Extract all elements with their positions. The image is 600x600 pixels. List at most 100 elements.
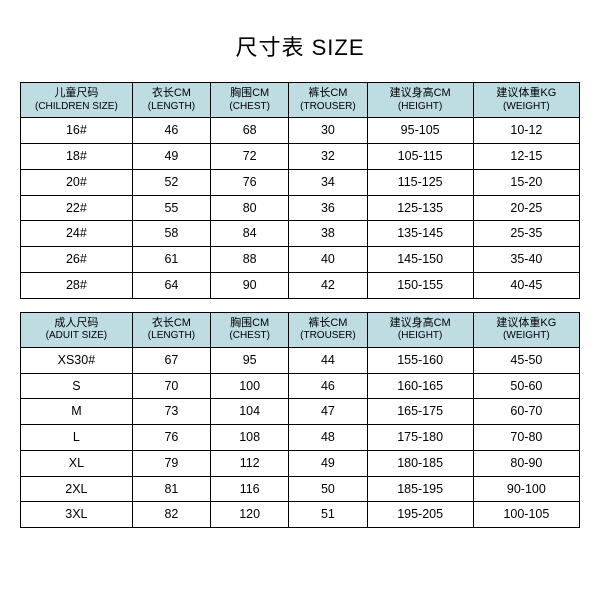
cell-height: 115-125 — [367, 169, 473, 195]
cell-chest: 104 — [211, 399, 289, 425]
cell-length: 73 — [132, 399, 210, 425]
cell-size: 18# — [21, 144, 133, 170]
col-header-size: 儿童尺码(CHILDREN SIZE) — [21, 83, 133, 118]
col-header-length: 衣长CM(LENGTH) — [132, 312, 210, 347]
cell-weight: 40-45 — [473, 272, 579, 298]
table-row: 20#527634115-12515-20 — [21, 169, 580, 195]
cell-trouser: 38 — [289, 221, 367, 247]
cell-chest: 100 — [211, 373, 289, 399]
cell-size: S — [21, 373, 133, 399]
cell-trouser: 49 — [289, 450, 367, 476]
cell-length: 55 — [132, 195, 210, 221]
cell-length: 76 — [132, 425, 210, 451]
cell-weight: 25-35 — [473, 221, 579, 247]
col-header-length: 衣长CM(LENGTH) — [132, 83, 210, 118]
cell-size: 3XL — [21, 502, 133, 528]
cell-chest: 116 — [211, 476, 289, 502]
cell-trouser: 48 — [289, 425, 367, 451]
cell-size: 20# — [21, 169, 133, 195]
cell-chest: 88 — [211, 247, 289, 273]
cell-weight: 90-100 — [473, 476, 579, 502]
table-row: 16#46683095-10510-12 — [21, 118, 580, 144]
cell-length: 58 — [132, 221, 210, 247]
cell-height: 155-160 — [367, 347, 473, 373]
cell-chest: 120 — [211, 502, 289, 528]
cell-size: XL — [21, 450, 133, 476]
cell-chest: 72 — [211, 144, 289, 170]
cell-trouser: 46 — [289, 373, 367, 399]
cell-height: 195-205 — [367, 502, 473, 528]
cell-length: 70 — [132, 373, 210, 399]
cell-height: 160-165 — [367, 373, 473, 399]
cell-weight: 70-80 — [473, 425, 579, 451]
cell-size: L — [21, 425, 133, 451]
table-header-row: 成人尺码(ADUIT SIZE)衣长CM(LENGTH)胸围CM(CHEST)裤… — [21, 312, 580, 347]
cell-length: 67 — [132, 347, 210, 373]
col-header-chest: 胸围CM(CHEST) — [211, 83, 289, 118]
cell-chest: 68 — [211, 118, 289, 144]
cell-height: 175-180 — [367, 425, 473, 451]
col-header-weight: 建议体重KG(WEIGHT) — [473, 312, 579, 347]
cell-weight: 80-90 — [473, 450, 579, 476]
cell-length: 52 — [132, 169, 210, 195]
table-row: 2XL8111650185-19590-100 — [21, 476, 580, 502]
cell-size: 22# — [21, 195, 133, 221]
cell-height: 135-145 — [367, 221, 473, 247]
cell-trouser: 36 — [289, 195, 367, 221]
cell-length: 81 — [132, 476, 210, 502]
col-header-chest: 胸围CM(CHEST) — [211, 312, 289, 347]
cell-size: 26# — [21, 247, 133, 273]
cell-size: XS30# — [21, 347, 133, 373]
cell-height: 145-150 — [367, 247, 473, 273]
cell-weight: 50-60 — [473, 373, 579, 399]
cell-chest: 108 — [211, 425, 289, 451]
cell-trouser: 32 — [289, 144, 367, 170]
cell-weight: 20-25 — [473, 195, 579, 221]
cell-size: M — [21, 399, 133, 425]
cell-size: 28# — [21, 272, 133, 298]
cell-length: 82 — [132, 502, 210, 528]
cell-weight: 35-40 — [473, 247, 579, 273]
cell-trouser: 47 — [289, 399, 367, 425]
cell-chest: 90 — [211, 272, 289, 298]
cell-trouser: 40 — [289, 247, 367, 273]
cell-weight: 45-50 — [473, 347, 579, 373]
cell-trouser: 30 — [289, 118, 367, 144]
table-row: M7310447165-17560-70 — [21, 399, 580, 425]
page-title: 尺寸表 SIZE — [235, 30, 364, 62]
cell-length: 79 — [132, 450, 210, 476]
table-row: XS30#679544155-16045-50 — [21, 347, 580, 373]
table-row: 24#588438135-14525-35 — [21, 221, 580, 247]
col-header-trouser: 裤长CM(TROUSER) — [289, 83, 367, 118]
col-header-size: 成人尺码(ADUIT SIZE) — [21, 312, 133, 347]
cell-length: 46 — [132, 118, 210, 144]
table-row: 26#618840145-15035-40 — [21, 247, 580, 273]
cell-trouser: 50 — [289, 476, 367, 502]
cell-length: 61 — [132, 247, 210, 273]
cell-weight: 10-12 — [473, 118, 579, 144]
cell-trouser: 34 — [289, 169, 367, 195]
cell-length: 49 — [132, 144, 210, 170]
cell-trouser: 42 — [289, 272, 367, 298]
cell-trouser: 44 — [289, 347, 367, 373]
col-header-height: 建议身高CM(HEIGHT) — [367, 312, 473, 347]
cell-trouser: 51 — [289, 502, 367, 528]
col-header-weight: 建议体重KG(WEIGHT) — [473, 83, 579, 118]
cell-height: 95-105 — [367, 118, 473, 144]
col-header-trouser: 裤长CM(TROUSER) — [289, 312, 367, 347]
cell-chest: 84 — [211, 221, 289, 247]
table-row: L7610848175-18070-80 — [21, 425, 580, 451]
table-row: 3XL8212051195-205100-105 — [21, 502, 580, 528]
cell-weight: 15-20 — [473, 169, 579, 195]
cell-size: 2XL — [21, 476, 133, 502]
cell-chest: 76 — [211, 169, 289, 195]
size-chart-page: 尺寸表 SIZE 儿童尺码(CHILDREN SIZE)衣长CM(LENGTH)… — [0, 0, 600, 600]
cell-height: 185-195 — [367, 476, 473, 502]
table-header-row: 儿童尺码(CHILDREN SIZE)衣长CM(LENGTH)胸围CM(CHES… — [21, 83, 580, 118]
table-row: 18#497232105-11512-15 — [21, 144, 580, 170]
cell-height: 105-115 — [367, 144, 473, 170]
cell-length: 64 — [132, 272, 210, 298]
cell-size: 16# — [21, 118, 133, 144]
size-table: 儿童尺码(CHILDREN SIZE)衣长CM(LENGTH)胸围CM(CHES… — [20, 82, 580, 528]
cell-chest: 95 — [211, 347, 289, 373]
